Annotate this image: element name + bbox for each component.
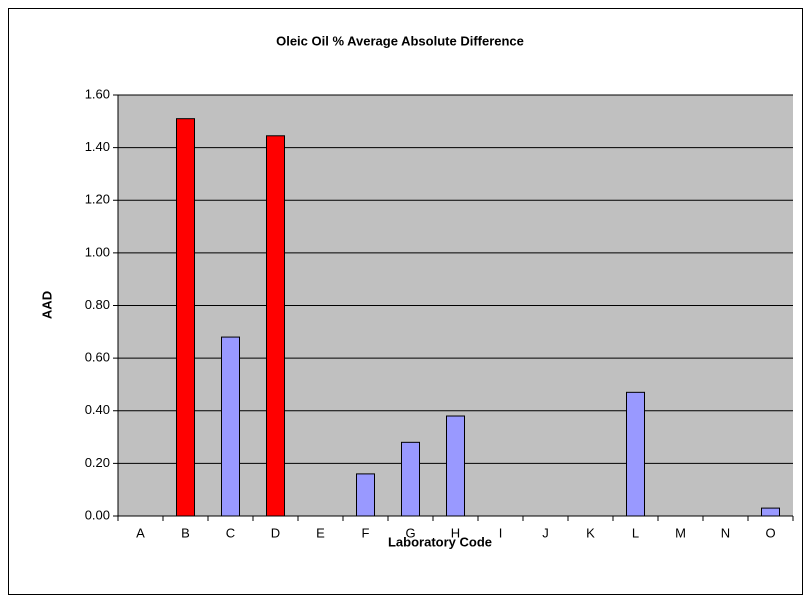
x-tick-label: B: [181, 525, 190, 540]
y-tick-label: 1.40: [85, 139, 110, 154]
x-tick-label: D: [271, 525, 280, 540]
y-tick-label: 1.00: [85, 244, 110, 259]
bar: [761, 507, 780, 517]
y-tick-label: 0.60: [85, 350, 110, 365]
x-tick-label: F: [362, 525, 370, 540]
y-axis-label: AAD: [39, 291, 54, 319]
bar: [356, 473, 375, 517]
x-tick-label: N: [721, 525, 730, 540]
chart-title: Oleic Oil % Average Absolute Difference: [276, 33, 524, 48]
x-tick-label: J: [542, 525, 549, 540]
x-tick-label: K: [586, 525, 595, 540]
x-tick-label: M: [675, 525, 686, 540]
y-tick-label: 0.00: [85, 507, 110, 522]
y-tick-label: 0.20: [85, 455, 110, 470]
bar: [176, 118, 195, 517]
bar: [446, 415, 465, 517]
x-tick-label: O: [765, 525, 775, 540]
y-tick-label: 0.40: [85, 402, 110, 417]
y-tick-label: 1.20: [85, 192, 110, 207]
x-tick-label: E: [316, 525, 325, 540]
x-axis-label: Laboratory Code: [388, 534, 492, 549]
y-tick-label: 0.80: [85, 297, 110, 312]
y-tick-label: 1.60: [85, 86, 110, 101]
bar: [626, 391, 645, 517]
x-tick-label: I: [499, 525, 503, 540]
x-tick-label: L: [632, 525, 639, 540]
x-tick-label: G: [405, 525, 415, 540]
bar: [266, 135, 285, 517]
bar: [221, 336, 240, 517]
x-tick-label: A: [136, 525, 145, 540]
bar: [401, 441, 420, 517]
x-tick-label: C: [226, 525, 235, 540]
x-tick-label: H: [451, 525, 460, 540]
